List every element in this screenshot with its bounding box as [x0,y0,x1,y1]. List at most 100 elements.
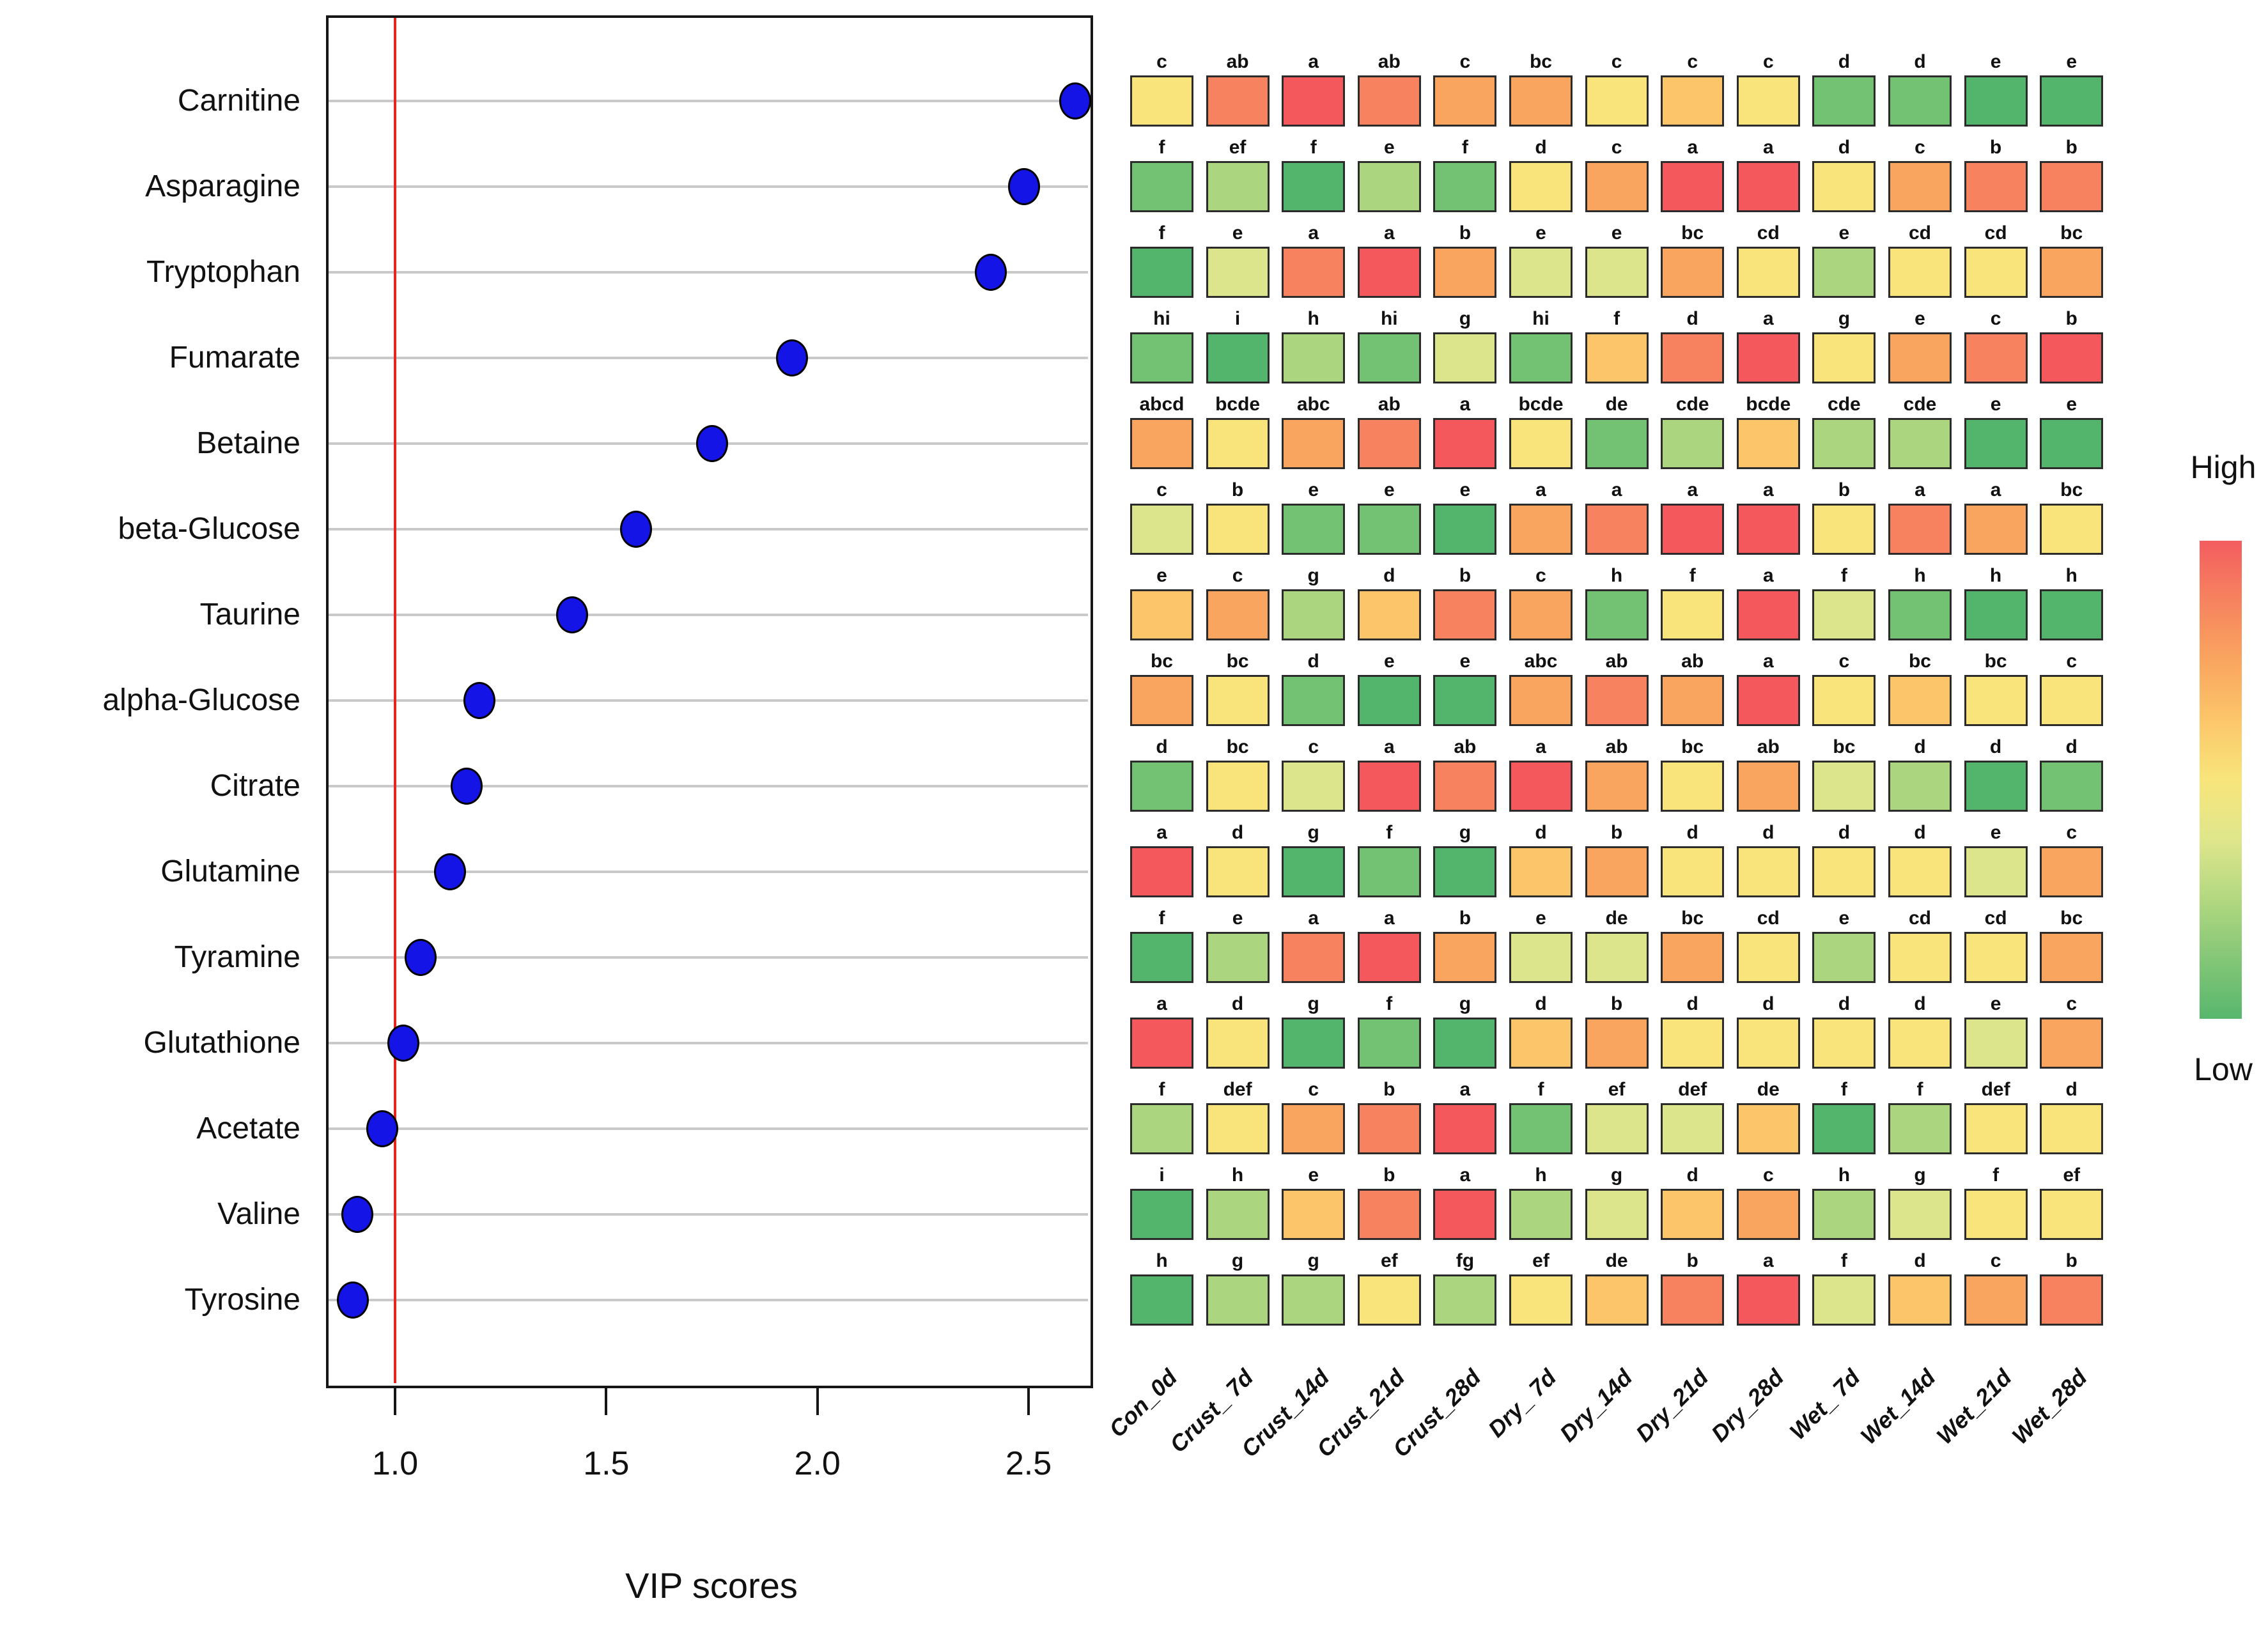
heatmap-cell [2040,332,2104,383]
significance-letter: bcde [1215,394,1261,415]
heatmap-cell [2040,247,2104,298]
heatmap-cell [1130,247,1193,298]
x-tick-label: 1.0 [371,1445,419,1482]
significance-letter: b [2065,308,2078,329]
significance-letter: d [1838,137,1851,158]
heatmap-cell [1812,1274,1876,1326]
column-label: Dry_21d [1630,1364,1713,1447]
heatmap-cell [1736,846,1800,897]
significance-letter: c [2066,822,2078,843]
heatmap-cell [1888,846,1952,897]
heatmap-cell [1585,1103,1649,1154]
significance-letter: b [1610,993,1623,1014]
heatmap-cell [1888,1103,1952,1154]
significance-letter: g [1307,565,1319,586]
heatmap-cell [1433,504,1497,555]
significance-letter: b [1989,137,2002,158]
vip-dot [556,596,589,633]
plot-gridline [329,1042,1088,1044]
metabolite-label: Carnitine [177,84,300,118]
significance-letter: d [1686,308,1698,329]
heatmap-cell [1206,504,1270,555]
significance-letter: d [1914,51,1926,72]
heatmap-cell [1812,504,1876,555]
heatmap-cell [1964,161,2028,212]
heatmap-cell [1433,675,1497,726]
heatmap-cell [1736,418,1800,469]
significance-letter: a [1308,51,1319,72]
x-tick-label: 2.0 [794,1445,841,1482]
metabolite-label: Taurine [199,598,300,631]
heatmap-cell [1282,161,1346,212]
heatmap-cell [1433,75,1497,127]
significance-letter: e [1990,993,2001,1014]
heatmap-cell [1585,504,1649,555]
heatmap-cell [1130,75,1193,127]
heatmap-cell [2040,846,2104,897]
significance-letter: ef [1532,1250,1550,1271]
significance-letter: a [1535,736,1546,757]
vip-dot [974,254,1007,291]
plot-gridline [329,1127,1088,1130]
heatmap-cell [1661,932,1725,983]
significance-letter: bc [2060,479,2083,500]
significance-letter: e [1990,394,2001,415]
heatmap-cell [1888,247,1952,298]
significance-letter: f [1386,993,1393,1014]
heatmap-cell [1585,418,1649,469]
heatmap-cell [1130,1189,1193,1240]
significance-letter: a [1535,479,1546,500]
heatmap-cell [1433,1189,1497,1240]
significance-letter: a [1762,479,1774,500]
heatmap-cell [1433,1018,1497,1069]
heatmap-cell [1509,161,1573,212]
significance-letter: e [1535,908,1546,929]
heatmap-cell [1357,504,1421,555]
heatmap-cell [1661,247,1725,298]
heatmap-cell [1130,418,1193,469]
significance-letter: e [1308,479,1319,500]
significance-letter: a [1459,1165,1471,1186]
significance-letter: i [1234,308,1241,329]
plot-gridline [329,100,1088,102]
significance-letter: f [1840,1250,1847,1271]
metabolite-label: Acetate [196,1111,300,1145]
x-tick-mark [605,1386,608,1415]
significance-letter: h [1610,565,1623,586]
plot-gridline [329,614,1088,616]
significance-letter: d [1914,1250,1926,1271]
heatmap-cell [1357,418,1421,469]
legend-low-label: Low [2194,1051,2253,1087]
heatmap-cell [1509,75,1573,127]
heatmap-cell [1357,932,1421,983]
heatmap-cell [2040,589,2104,640]
heatmap-cell [1206,418,1270,469]
significance-letter: d [1762,993,1775,1014]
metabolite-label: alpha-Glucose [102,683,300,717]
significance-letter: g [1231,1250,1244,1271]
significance-letter: c [2066,651,2078,672]
significance-letter: a [1459,394,1471,415]
heatmap-cell [1661,675,1725,726]
significance-letter: e [1990,51,2001,72]
significance-letter: cde [1903,394,1937,415]
significance-letter: d [1838,51,1851,72]
heatmap-cell [1736,1103,1800,1154]
heatmap-cell [1433,332,1497,383]
significance-letter: ab [1681,651,1704,672]
heatmap-cell [1130,1274,1193,1326]
heatmap-cell [1964,504,2028,555]
column-label: Con_0d [1104,1364,1183,1443]
significance-letter: g [1307,822,1319,843]
significance-letter: b [1838,479,1851,500]
heatmap-cell [1888,675,1952,726]
significance-letter: h [1989,565,2002,586]
significance-letter: cde [1828,394,1861,415]
heatmap-cell [1812,161,1876,212]
significance-letter: a [1762,308,1774,329]
heatmap-cell [1357,1018,1421,1069]
significance-letter: d [1914,822,1926,843]
significance-letter: d [1383,565,1395,586]
significance-letter: f [1461,137,1468,158]
heatmap-cell [1812,247,1876,298]
